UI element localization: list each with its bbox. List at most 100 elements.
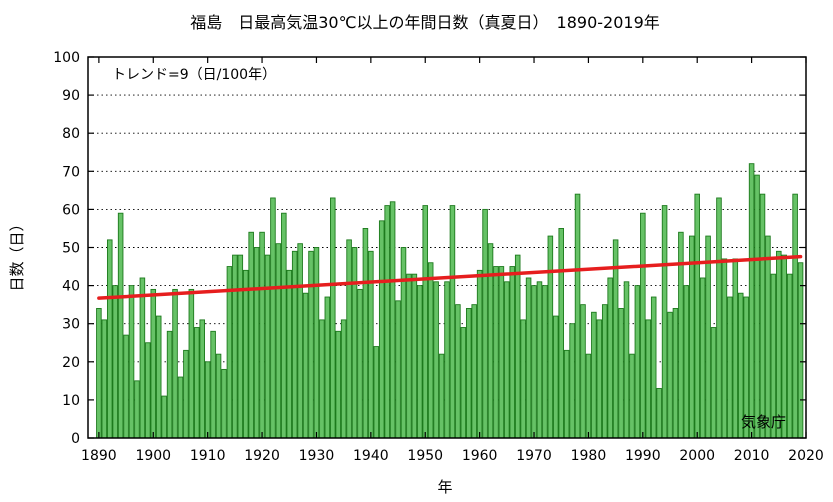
bar-1942	[378, 220, 385, 439]
x-tick-label-2020: 2020	[788, 448, 824, 464]
x-tick-label-1910: 1910	[190, 448, 226, 464]
bar-1971	[536, 281, 543, 439]
y-tick-label-90: 90	[62, 88, 80, 104]
bar-1940	[368, 250, 374, 439]
bar-1999	[689, 235, 695, 439]
bar-1908	[194, 327, 200, 439]
bar-1966	[509, 266, 516, 439]
x-tick-label-1980: 1980	[571, 448, 607, 464]
bar-1993	[656, 388, 662, 439]
bar-2013	[765, 235, 771, 439]
bar-1939	[362, 227, 369, 439]
bar-1925	[286, 269, 293, 439]
x-tick-label-1950: 1950	[407, 448, 443, 464]
bar-1897	[134, 380, 140, 439]
bar-1946	[400, 247, 407, 439]
bar-1905	[177, 376, 184, 439]
bar-1974	[553, 315, 559, 439]
bar-1990	[640, 212, 646, 439]
bar-2012	[759, 193, 766, 439]
x-axis-label: 年	[437, 478, 452, 496]
x-tick-label-1960: 1960	[462, 448, 498, 464]
bar-1944	[389, 201, 396, 439]
bar-1941	[373, 346, 380, 439]
y-tick-label-10: 10	[62, 393, 80, 409]
bar-1976	[563, 349, 570, 439]
bar-1978	[574, 193, 581, 439]
bar-1935	[340, 319, 347, 439]
bar-series	[96, 163, 804, 439]
bar-1995	[667, 311, 673, 439]
bar-1968	[520, 319, 526, 439]
bar-1924	[281, 212, 287, 439]
bar-1992	[650, 296, 657, 439]
bar-2018	[792, 193, 798, 439]
bar-1969	[525, 277, 532, 439]
bar-1988	[629, 353, 635, 439]
x-tick-label-2000: 2000	[679, 448, 715, 464]
y-tick-label-60: 60	[62, 202, 80, 218]
bar-1920	[259, 231, 265, 439]
bar-1964	[498, 266, 505, 439]
y-tick-label-40: 40	[62, 279, 80, 295]
bar-1949	[417, 285, 423, 439]
y-tick-label-100: 100	[53, 50, 80, 66]
bar-1903	[166, 330, 173, 439]
bar-1973	[547, 235, 554, 439]
bar-1918	[248, 231, 254, 439]
bar-1965	[504, 281, 510, 439]
bar-1898	[139, 277, 146, 439]
chart-title: 福島 日最高気温30℃以上の年間日数（真夏日） 1890-2019年	[190, 13, 660, 32]
source-label: 気象庁	[741, 413, 786, 431]
bar-1943	[384, 205, 390, 439]
bar-2000	[694, 193, 700, 439]
bar-1957	[460, 327, 467, 439]
x-tick-label-2010: 2010	[734, 448, 770, 464]
bar-1975	[558, 227, 564, 439]
bar-2001	[699, 277, 706, 439]
bar-1970	[531, 285, 537, 439]
bar-1937	[351, 247, 358, 439]
bar-1982	[596, 319, 603, 439]
bar-1902	[161, 395, 167, 439]
x-tick-label-1890: 1890	[81, 448, 117, 464]
bar-1938	[357, 288, 363, 439]
bar-1987	[623, 281, 630, 439]
trend-line	[97, 254, 803, 300]
bar-1986	[618, 308, 624, 439]
bar-1907	[188, 288, 195, 439]
bar-1991	[645, 319, 652, 439]
bar-1994	[661, 205, 668, 439]
bar-2002	[705, 235, 711, 439]
bar-1985	[612, 239, 619, 439]
bar-1891	[101, 319, 108, 439]
bar-1958	[465, 308, 472, 439]
bar-1911	[210, 330, 216, 439]
x-tick-label-1930: 1930	[299, 448, 335, 464]
bar-1996	[672, 308, 679, 439]
bar-1989	[634, 285, 641, 439]
bar-1980	[585, 353, 592, 439]
x-tick-label-1970: 1970	[516, 448, 552, 464]
bar-1894	[117, 212, 124, 439]
bar-1998	[683, 285, 690, 439]
bar-1981	[591, 311, 597, 439]
x-tick-label-1920: 1920	[244, 448, 280, 464]
bar-1950	[422, 205, 429, 439]
bar-1890	[96, 308, 102, 439]
bar-2005	[721, 258, 728, 439]
bar-2011	[754, 174, 760, 439]
y-tick-label-0: 0	[71, 431, 80, 447]
bar-1895	[123, 334, 129, 439]
bar-1900	[150, 288, 157, 439]
y-tick-label-70: 70	[62, 164, 80, 180]
bar-2003	[710, 327, 717, 439]
bar-1921	[264, 254, 271, 439]
bar-1979	[580, 304, 586, 439]
bar-1906	[183, 349, 189, 439]
x-tick-label-1990: 1990	[625, 448, 661, 464]
bar-1928	[302, 292, 309, 439]
bar-1933	[330, 197, 336, 439]
bar-1936	[346, 239, 352, 439]
bar-1915	[232, 254, 238, 439]
